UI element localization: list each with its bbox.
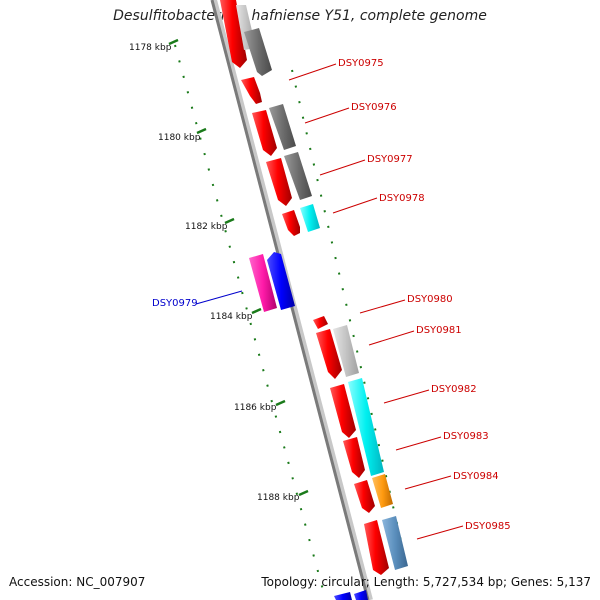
scale-tick <box>298 489 309 497</box>
gene-label-dsy0981[interactable]: DSY0981 <box>416 325 462 336</box>
gene-feature[interactable] <box>330 384 356 438</box>
scale-tick <box>196 127 207 135</box>
scale-label: 1184 kbp <box>210 312 253 322</box>
gene-labels: DSY0975 DSY0976 DSY0977 DSY0978 DSY0979 … <box>152 58 511 532</box>
leader-line <box>195 290 243 305</box>
gene-feature[interactable] <box>334 592 352 600</box>
gene-label-dsy0979[interactable]: DSY0979 <box>152 298 198 309</box>
gene-feature[interactable] <box>364 520 389 575</box>
gene-feature[interactable] <box>220 0 247 68</box>
scale-ticks: 1178 kbp 1180 kbp 1182 kbp 1184 kbp 1186… <box>129 38 309 503</box>
leader-line <box>383 389 430 404</box>
gene-features <box>220 0 408 600</box>
scale-label: 1182 kbp <box>185 222 228 232</box>
gene-feature[interactable] <box>354 590 368 600</box>
leader-line <box>332 197 378 214</box>
gene-feature[interactable] <box>333 325 359 377</box>
scale-label: 1188 kbp <box>257 493 300 503</box>
leader-line <box>304 107 350 124</box>
leader-lines <box>195 63 464 540</box>
gene-label-dsy0978[interactable]: DSY0978 <box>379 193 425 204</box>
scale-label: 1180 kbp <box>158 133 201 143</box>
gene-feature[interactable] <box>252 110 277 156</box>
gene-feature[interactable] <box>313 316 328 329</box>
gene-feature[interactable] <box>269 104 296 150</box>
gene-feature[interactable] <box>372 474 393 508</box>
leader-line <box>416 525 464 540</box>
gene-label-dsy0982[interactable]: DSY0982 <box>431 384 477 395</box>
scale-track-right <box>291 69 403 546</box>
gene-label-dsy0983[interactable]: DSY0983 <box>443 431 489 442</box>
gene-feature[interactable] <box>348 378 384 476</box>
genome-title: Desulfitobacterium hafniense Y51, comple… <box>113 8 487 24</box>
gene-feature[interactable] <box>282 210 300 236</box>
leader-line <box>395 436 442 451</box>
gene-feature[interactable] <box>267 252 295 310</box>
gene-feature[interactable] <box>316 329 342 379</box>
scale-tick <box>224 217 235 225</box>
scale-tick <box>168 38 179 46</box>
gene-feature[interactable] <box>249 254 277 312</box>
gene-feature[interactable] <box>343 437 365 478</box>
scale-tick <box>275 399 286 407</box>
gene-feature[interactable] <box>266 158 292 206</box>
scale-tick <box>251 307 262 315</box>
gene-label-dsy0984[interactable]: DSY0984 <box>453 471 499 482</box>
gene-label-dsy0980[interactable]: DSY0980 <box>407 294 453 305</box>
gene-label-dsy0977[interactable]: DSY0977 <box>367 154 413 165</box>
leader-line <box>359 299 406 314</box>
gene-feature[interactable] <box>244 28 272 76</box>
accession-text: Accession: NC_007907 <box>9 575 146 589</box>
leader-line <box>404 475 452 490</box>
leader-line <box>368 330 415 346</box>
gene-label-dsy0985[interactable]: DSY0985 <box>465 521 511 532</box>
scale-label: 1178 kbp <box>129 43 172 53</box>
gene-label-dsy0976[interactable]: DSY0976 <box>351 102 397 113</box>
leader-line <box>288 63 337 81</box>
gene-feature[interactable] <box>284 152 312 200</box>
gene-feature[interactable] <box>300 204 320 232</box>
gene-feature[interactable] <box>382 516 408 570</box>
gene-feature[interactable] <box>354 480 375 513</box>
gene-feature[interactable] <box>241 77 262 104</box>
scale-label: 1186 kbp <box>234 403 277 413</box>
topology-text: Topology: circular; Length: 5,727,534 bp… <box>261 575 591 589</box>
gene-label-dsy0975[interactable]: DSY0975 <box>338 58 384 69</box>
leader-line <box>319 159 366 176</box>
